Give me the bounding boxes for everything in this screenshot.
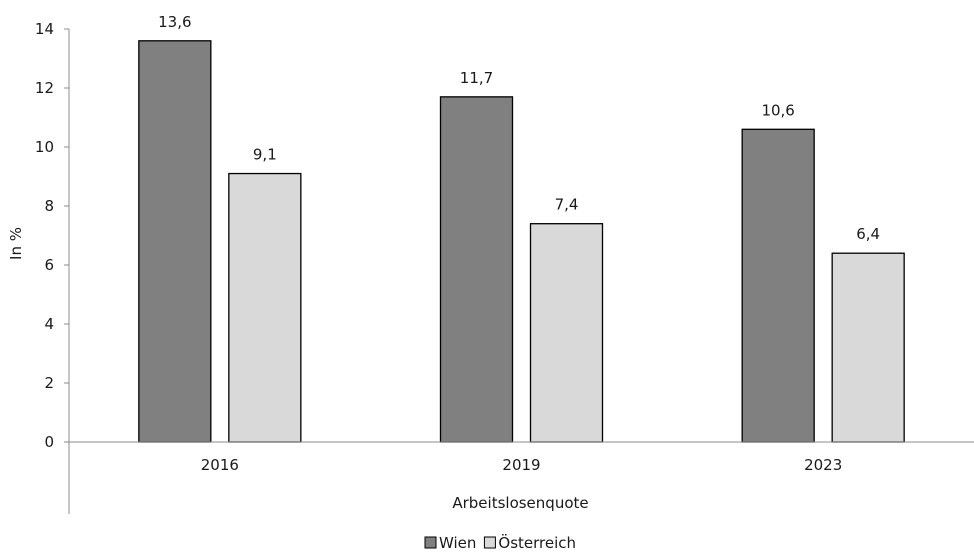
y-axis-ticks: 0 2 4 6 8 10 12 14	[35, 20, 69, 451]
x-axis-title: Arbeitslosenquote	[452, 494, 588, 512]
x-tick-label: 2019	[502, 456, 540, 474]
bar-wien-2019	[439, 96, 514, 443]
data-label: 9,1	[253, 146, 277, 164]
legend-label: Österreich	[498, 533, 576, 552]
y-tick-label: 4	[44, 315, 54, 333]
data-labels: 13,6 9,1 11,7 7,4 10,6 6,4	[158, 13, 880, 243]
y-tick-label: 12	[35, 79, 54, 97]
legend-swatch	[424, 536, 437, 549]
bars	[138, 40, 905, 443]
data-label: 10,6	[761, 101, 794, 119]
y-axis-title: In %	[7, 227, 25, 260]
axes	[68, 29, 974, 514]
data-label: 13,6	[158, 13, 191, 31]
y-tick-label: 14	[35, 20, 54, 38]
data-label: 6,4	[856, 225, 880, 243]
bar-wien-2023	[741, 128, 815, 443]
bar-wien-2016	[138, 40, 212, 443]
data-label: 7,4	[555, 196, 579, 214]
x-axis-ticks: 2016 2019 2023	[201, 456, 843, 474]
x-tick-label: 2016	[201, 456, 239, 474]
bar--sterreich-2016	[228, 172, 302, 443]
data-label: 11,7	[460, 69, 493, 87]
bar--sterreich-2023	[831, 252, 905, 443]
x-tick-label: 2023	[804, 456, 842, 474]
bar--sterreich-2019	[529, 223, 604, 443]
legend-label: Wien	[439, 534, 476, 552]
legend-swatch	[483, 536, 496, 549]
y-tick-label: 2	[44, 374, 54, 392]
y-tick-label: 0	[44, 433, 54, 451]
y-tick-label: 8	[44, 197, 54, 215]
legend: Wien Österreich	[424, 533, 576, 552]
y-tick-label: 10	[35, 138, 54, 156]
y-tick-label: 6	[44, 256, 54, 274]
